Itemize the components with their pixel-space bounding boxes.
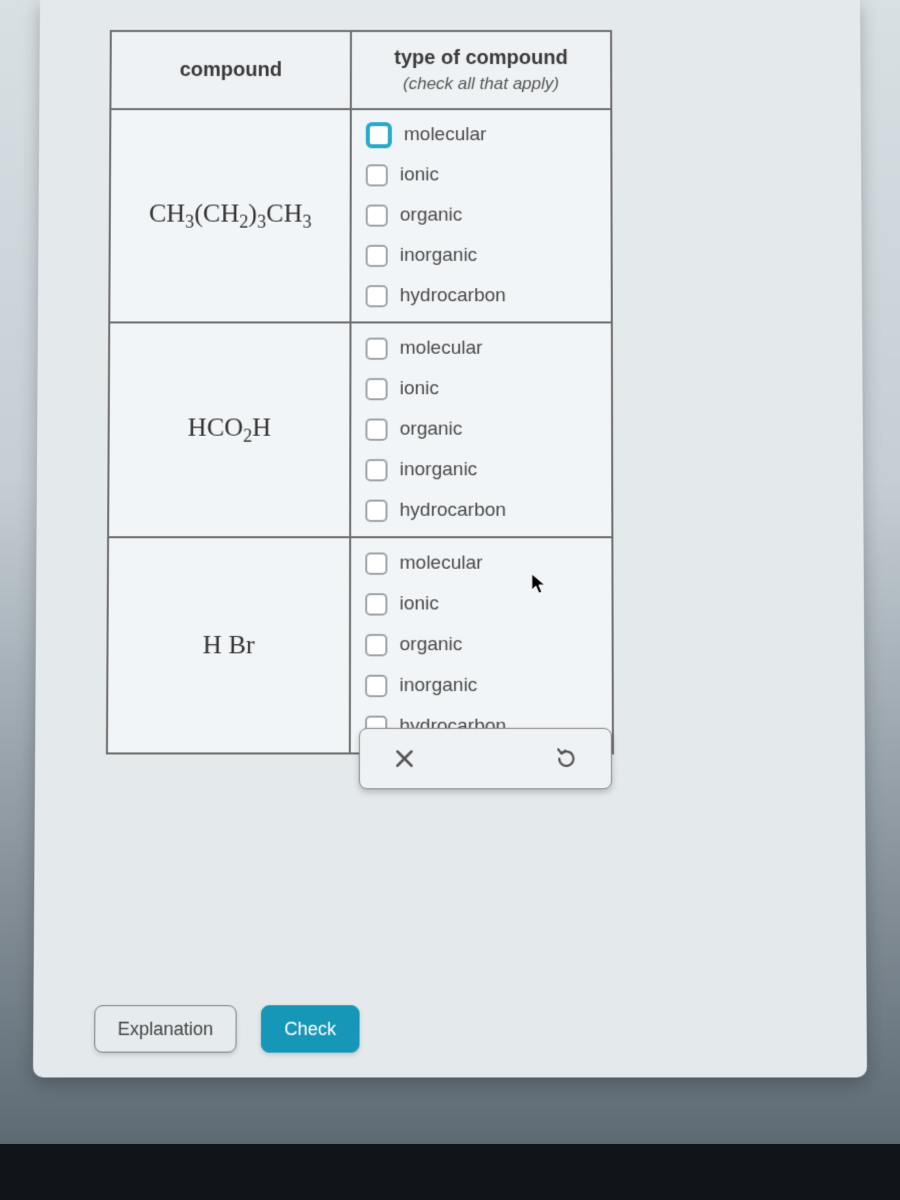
option-label: inorganic (399, 675, 477, 697)
option-label: organic (400, 205, 463, 227)
checkbox[interactable] (365, 500, 387, 522)
compound-type-table: compound type of compound (check all tha… (106, 30, 614, 754)
option-ionic[interactable]: ionic (366, 156, 599, 194)
table-row: H Brmolecularionicorganicinorganichydroc… (107, 537, 613, 753)
option-label: molecular (404, 124, 487, 146)
checkbox[interactable] (366, 285, 388, 307)
option-label: inorganic (400, 245, 477, 267)
option-organic[interactable]: organic (365, 626, 599, 665)
checkbox[interactable] (365, 593, 387, 615)
checkbox[interactable] (366, 245, 388, 267)
option-label: organic (399, 634, 462, 656)
table-row: CH3(CH2)3CH3 molecular ionic organic inorgan… (109, 109, 612, 322)
checkbox[interactable] (365, 552, 387, 574)
header-type-sub: (check all that apply) (352, 74, 610, 94)
option-molecular[interactable]: molecular (366, 116, 599, 154)
checkbox[interactable] (366, 338, 388, 360)
checkbox[interactable] (365, 675, 387, 697)
answer-toolbar (359, 728, 612, 789)
option-label: molecular (400, 552, 483, 574)
action-buttons: Explanation Check (94, 1005, 360, 1052)
option-list: molecular ionic organic inorganic hydrocarbo… (352, 110, 611, 321)
option-organic[interactable]: organic (366, 196, 599, 234)
undo-icon (554, 746, 578, 771)
checkbox[interactable] (366, 164, 388, 186)
option-label: organic (400, 419, 463, 441)
compound-formula: HCO2H (110, 404, 350, 455)
taskbar (0, 1144, 900, 1200)
option-label: inorganic (400, 459, 478, 481)
header-compound: compound (110, 31, 351, 109)
checkbox[interactable] (366, 122, 392, 148)
worksheet-panel: compound type of compound (check all tha… (33, 0, 867, 1077)
table-row: HCO2H molecular ionic organic inorganic hydro… (108, 322, 612, 537)
option-label: ionic (400, 164, 439, 186)
close-icon (393, 747, 415, 770)
option-hydrocarbon[interactable]: hydrocarbon (365, 492, 599, 531)
checkbox[interactable] (365, 634, 387, 656)
compound-formula: H Br (108, 622, 349, 669)
option-inorganic[interactable]: inorganic (365, 451, 599, 490)
explanation-button[interactable]: Explanation (94, 1005, 237, 1052)
clear-button[interactable] (386, 740, 422, 777)
option-ionic[interactable]: ionic (365, 370, 599, 408)
option-label: ionic (400, 378, 439, 400)
option-inorganic[interactable]: inorganic (366, 237, 599, 275)
checkbox[interactable] (365, 459, 387, 481)
option-label: ionic (400, 593, 439, 615)
checkbox[interactable] (366, 205, 388, 227)
header-type-main: type of compound (394, 47, 568, 69)
checkbox[interactable] (365, 378, 387, 400)
option-label: hydrocarbon (400, 500, 507, 522)
option-hydrocarbon[interactable]: hydrocarbon (366, 277, 599, 315)
option-ionic[interactable]: ionic (365, 585, 599, 624)
option-molecular[interactable]: molecular (366, 330, 599, 368)
option-list: molecularionicorganicinorganichydrocarbo… (351, 538, 612, 752)
header-type: type of compound (check all that apply) (351, 31, 611, 109)
option-list: molecular ionic organic inorganic hydrocarbo… (351, 323, 611, 536)
option-molecular[interactable]: molecular (365, 544, 599, 583)
option-organic[interactable]: organic (365, 410, 599, 448)
check-button[interactable]: Check (261, 1005, 360, 1052)
checkbox[interactable] (365, 419, 387, 441)
option-label: molecular (400, 338, 483, 360)
reset-button[interactable] (548, 740, 585, 777)
compound-formula: CH3(CH2)3CH3 (111, 190, 350, 241)
option-label: hydrocarbon (400, 285, 506, 307)
option-inorganic[interactable]: inorganic (365, 667, 600, 706)
